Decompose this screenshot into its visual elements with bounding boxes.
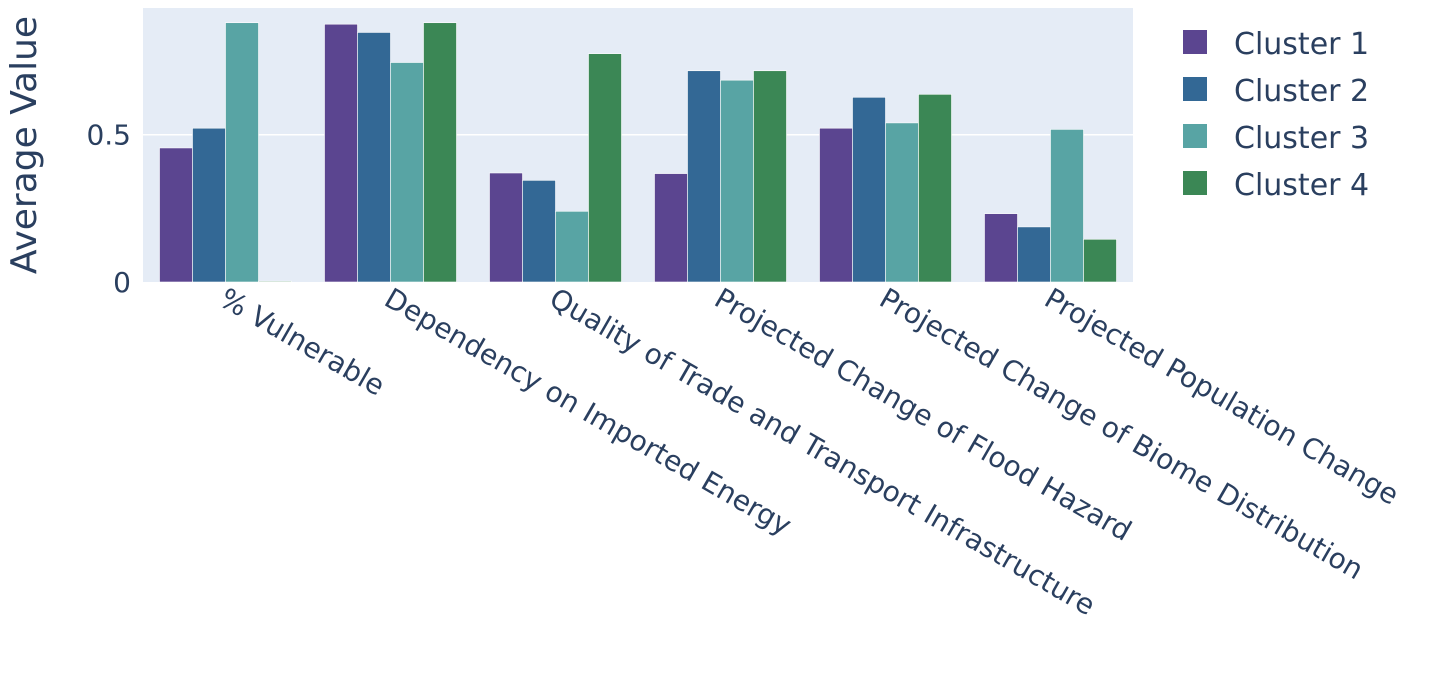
legend-swatch	[1183, 77, 1207, 101]
bar-cluster-4[interactable]	[1083, 238, 1117, 283]
legend-label: Cluster 3	[1234, 121, 1369, 156]
bar-cluster-1[interactable]	[159, 147, 193, 283]
bar-cluster-1[interactable]	[654, 173, 688, 283]
legend-label: Cluster 1	[1234, 27, 1369, 62]
bar-cluster-1[interactable]	[324, 23, 358, 283]
bar-cluster-1[interactable]	[819, 127, 853, 283]
bar-cluster-3[interactable]	[885, 122, 919, 283]
plot-background	[143, 8, 1133, 282]
y-tick-label: 0	[113, 266, 131, 299]
bar-cluster-3[interactable]	[390, 62, 424, 283]
bars	[159, 22, 1117, 283]
bar-cluster-2[interactable]	[1017, 226, 1051, 283]
bar-cluster-4[interactable]	[588, 53, 622, 283]
y-tick-labels: 00.5	[86, 119, 131, 299]
legend-swatch	[1183, 30, 1207, 54]
legend-swatch	[1183, 171, 1207, 195]
bar-cluster-2[interactable]	[522, 180, 556, 283]
legend-swatch	[1183, 124, 1207, 148]
legend-label: Cluster 2	[1234, 74, 1369, 109]
bar-cluster-3[interactable]	[720, 79, 754, 283]
legend-label: Cluster 4	[1234, 168, 1369, 203]
bar-cluster-1[interactable]	[984, 213, 1018, 283]
bar-cluster-2[interactable]	[192, 127, 226, 283]
legend[interactable]: Cluster 1 Cluster 2 Cluster 3 Cluster 4	[1183, 27, 1369, 203]
bar-cluster-1[interactable]	[489, 172, 523, 283]
bar-cluster-2[interactable]	[852, 96, 886, 283]
y-axis-title: Average Value	[4, 16, 45, 274]
bar-cluster-3[interactable]	[555, 210, 589, 283]
bar-cluster-4[interactable]	[258, 280, 292, 283]
bar-cluster-4[interactable]	[423, 22, 457, 283]
bar-cluster-3[interactable]	[1050, 129, 1084, 283]
bar-cluster-4[interactable]	[918, 94, 952, 283]
bar-cluster-3[interactable]	[225, 22, 259, 283]
y-tick-label: 0.5	[86, 119, 131, 152]
bar-cluster-4[interactable]	[753, 70, 787, 283]
x-tick-label: % Vulnerable	[214, 281, 390, 402]
bar-cluster-2[interactable]	[357, 32, 391, 283]
bar-cluster-2[interactable]	[687, 70, 721, 283]
